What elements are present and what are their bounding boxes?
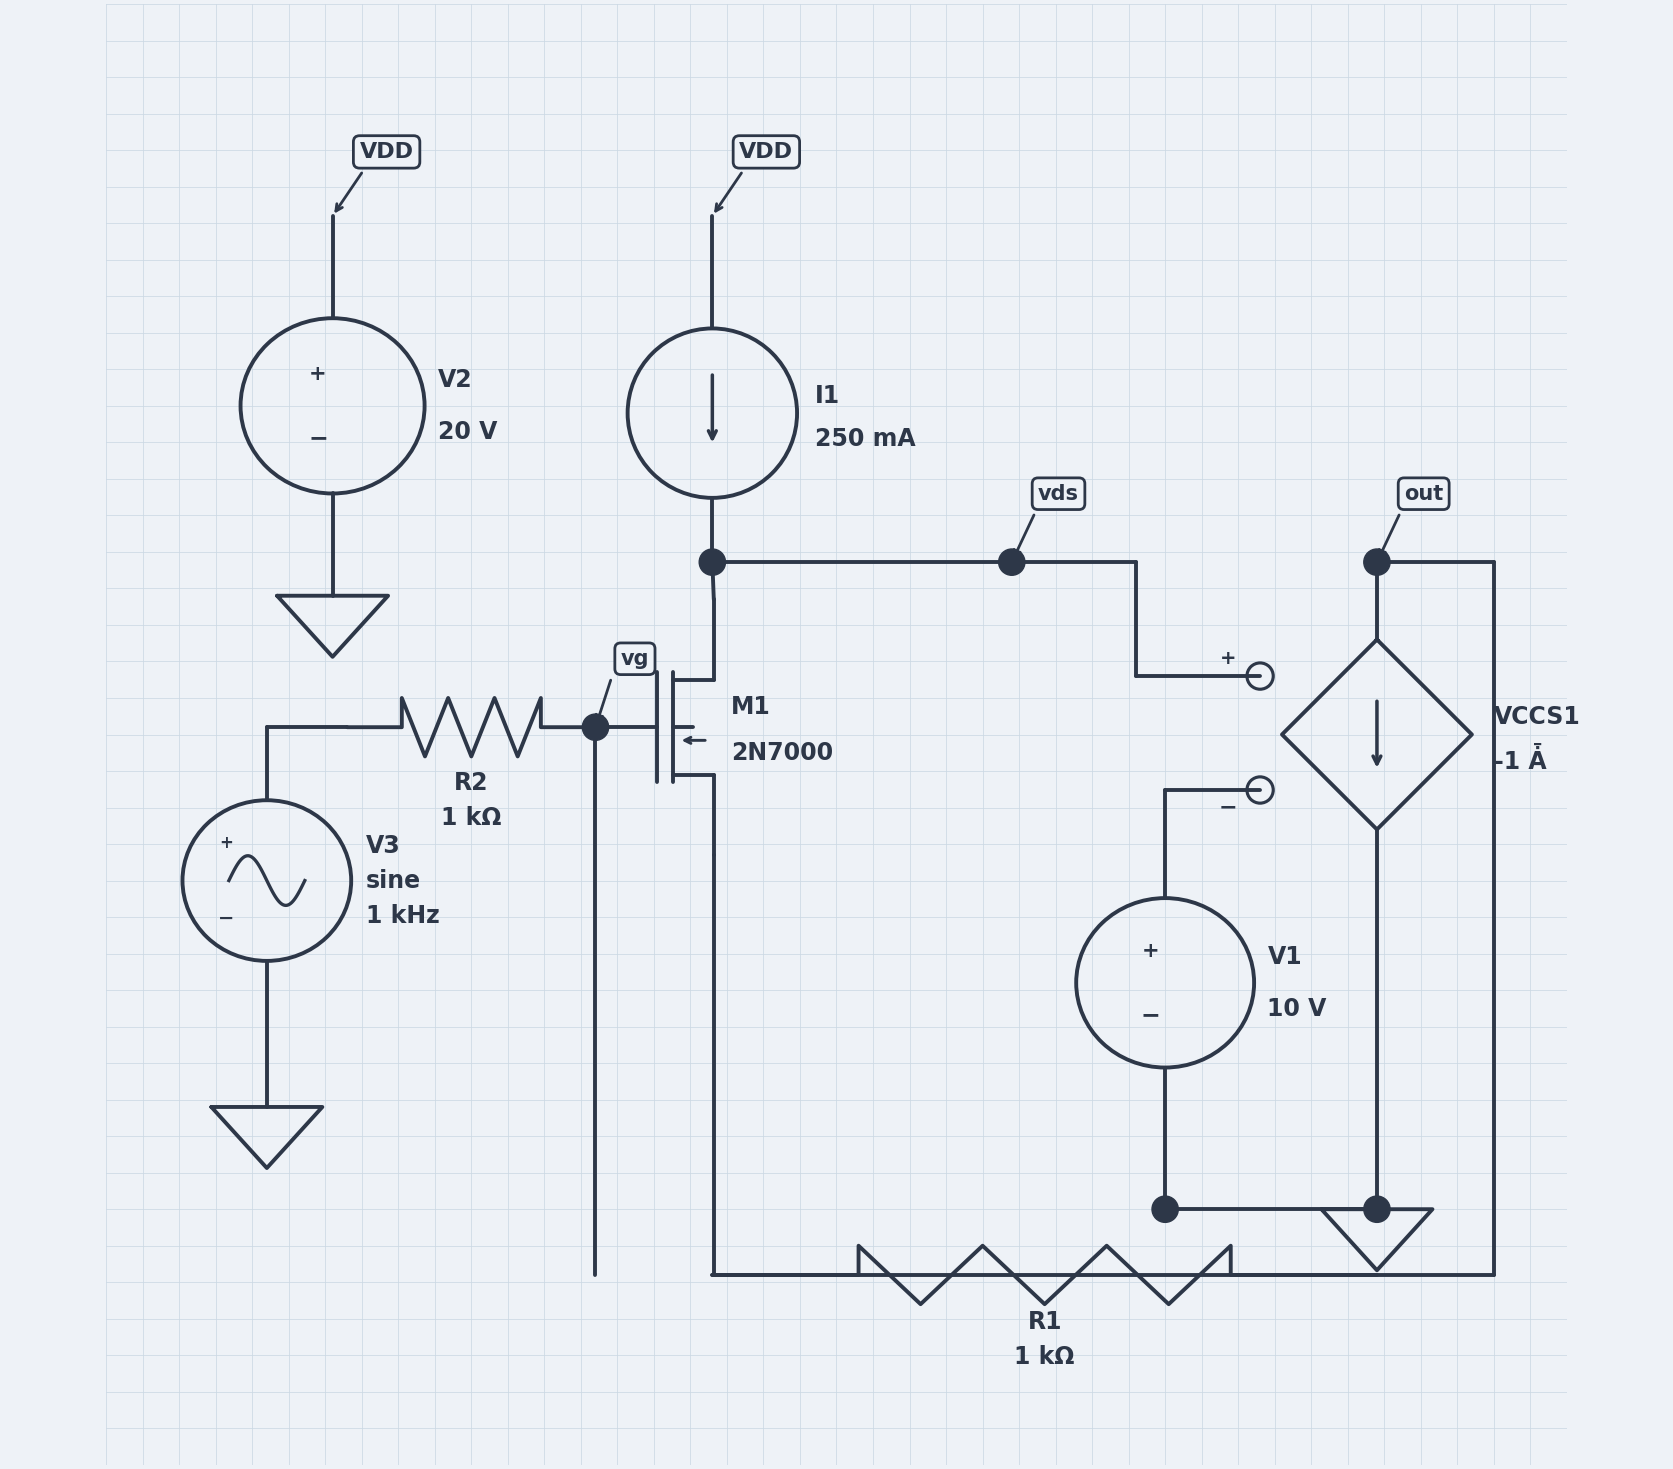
Circle shape xyxy=(1363,1196,1390,1222)
Circle shape xyxy=(582,714,609,740)
Circle shape xyxy=(999,549,1026,576)
Text: +: + xyxy=(219,833,233,852)
Text: −: − xyxy=(1218,798,1238,818)
Text: R2: R2 xyxy=(453,771,489,795)
Text: V3: V3 xyxy=(366,833,402,858)
Text: vg: vg xyxy=(621,649,649,668)
Text: VDD: VDD xyxy=(739,142,793,162)
Text: −: − xyxy=(1141,1003,1161,1027)
Text: 1 kΩ: 1 kΩ xyxy=(442,806,502,830)
Text: V2: V2 xyxy=(438,367,472,392)
Text: 1 kΩ: 1 kΩ xyxy=(1014,1344,1074,1369)
Text: out: out xyxy=(1404,483,1444,504)
Text: +: + xyxy=(310,364,326,383)
Text: 250 mA: 250 mA xyxy=(815,427,915,451)
Text: 2N7000: 2N7000 xyxy=(731,742,833,765)
Text: I1: I1 xyxy=(815,383,840,407)
Text: V1: V1 xyxy=(1268,945,1302,968)
Text: VCCS1: VCCS1 xyxy=(1494,705,1581,729)
Circle shape xyxy=(1363,549,1390,576)
Text: vds: vds xyxy=(1037,483,1079,504)
Text: −: − xyxy=(308,426,328,450)
Text: R1: R1 xyxy=(1027,1310,1062,1334)
Text: 10 V: 10 V xyxy=(1268,997,1327,1021)
Text: -1 Ǡ: -1 Ǡ xyxy=(1494,748,1546,774)
Text: VDD: VDD xyxy=(360,142,413,162)
Text: M1: M1 xyxy=(731,695,771,718)
Text: 1 kHz: 1 kHz xyxy=(366,903,440,927)
Text: +: + xyxy=(1141,940,1159,961)
Circle shape xyxy=(1153,1196,1178,1222)
Text: +: + xyxy=(1220,649,1236,668)
Text: 20 V: 20 V xyxy=(438,420,497,444)
Text: −: − xyxy=(217,909,234,928)
Circle shape xyxy=(699,549,726,576)
Text: sine: sine xyxy=(366,868,422,893)
